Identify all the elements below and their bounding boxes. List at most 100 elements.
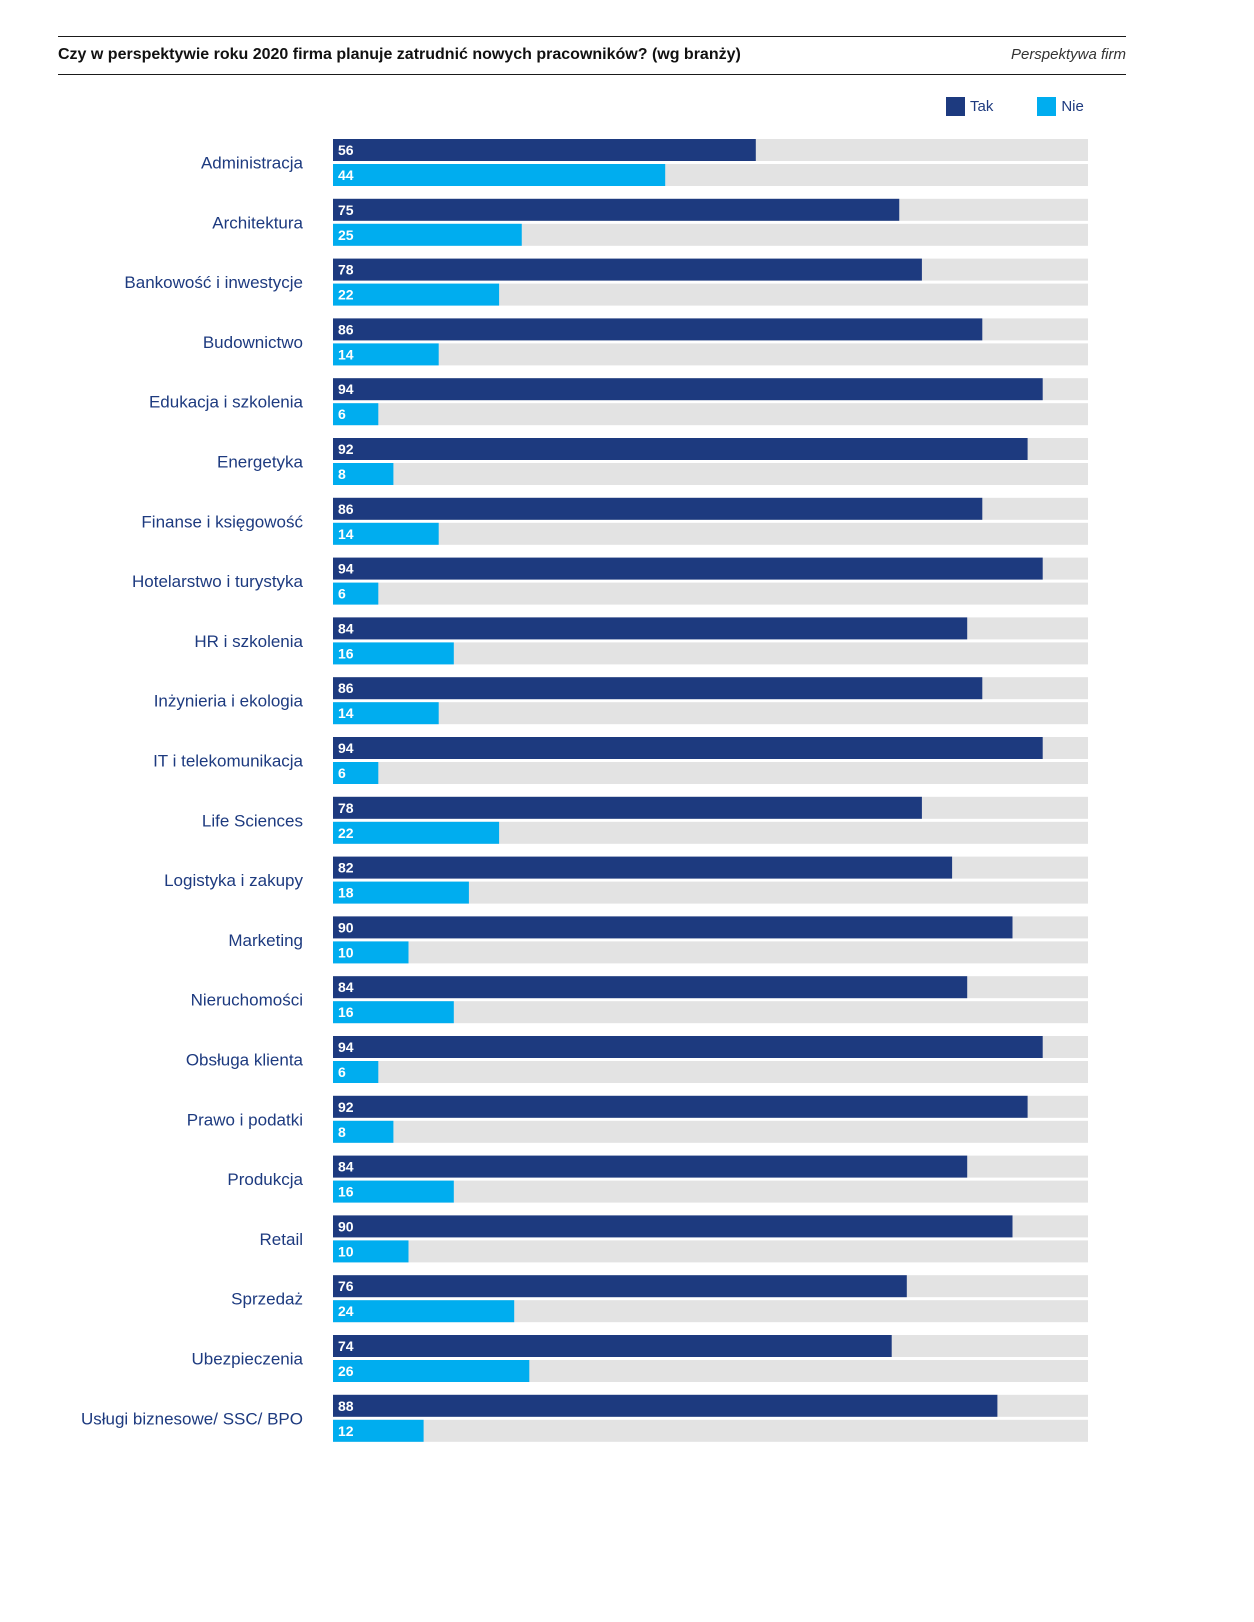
bar-tak xyxy=(333,1394,998,1417)
bar-nie xyxy=(333,1001,454,1024)
bar-nie xyxy=(333,1300,515,1323)
category-label: Marketing xyxy=(228,931,303,950)
category-label: Retail xyxy=(260,1230,303,1249)
bar-nie xyxy=(333,881,469,904)
value-label-nie: 16 xyxy=(338,645,354,661)
bar-nie xyxy=(333,403,379,426)
bar-nie xyxy=(333,522,439,545)
value-label-tak: 90 xyxy=(338,919,354,935)
bar-tak xyxy=(333,198,900,221)
category-label: Life Sciences xyxy=(202,811,303,830)
bar-track xyxy=(333,582,1088,605)
value-label-nie: 6 xyxy=(338,586,346,602)
bar-track xyxy=(333,1001,1088,1024)
legend-item-tak: Tak xyxy=(946,97,993,116)
bar-tak xyxy=(333,617,968,640)
value-label-tak: 94 xyxy=(338,561,354,577)
legend-swatch-nie xyxy=(1037,97,1057,116)
legend-swatch-tak xyxy=(946,97,965,116)
bar-tak xyxy=(333,1335,892,1357)
value-label-nie: 16 xyxy=(338,1184,354,1200)
value-label-tak: 78 xyxy=(338,800,354,816)
category-label: Energetyka xyxy=(217,453,304,472)
bar-tak xyxy=(333,856,953,879)
value-label-tak: 92 xyxy=(338,1099,354,1115)
section-label: Perspektywa firm xyxy=(1010,46,1126,63)
bar-tak xyxy=(333,1095,1028,1118)
bar-nie xyxy=(333,1419,424,1442)
value-label-tak: 94 xyxy=(338,381,354,397)
bar-track xyxy=(333,1180,1088,1203)
bar-track xyxy=(333,1300,1088,1323)
legend-label-tak: Tak xyxy=(970,98,994,115)
bar-track xyxy=(333,283,1088,306)
bar-tak xyxy=(333,557,1043,580)
value-label-tak: 90 xyxy=(338,1218,354,1234)
bar-nie xyxy=(333,1240,409,1263)
value-label-nie: 44 xyxy=(338,167,354,183)
bar-track xyxy=(333,762,1088,784)
category-label: Nieruchomości xyxy=(191,991,303,1010)
bar-tak xyxy=(333,497,983,520)
value-label-nie: 16 xyxy=(338,1004,354,1020)
bar-nie xyxy=(333,1061,379,1083)
value-label-nie: 6 xyxy=(338,406,346,422)
bar-tak xyxy=(333,139,756,161)
bar-tak xyxy=(333,1036,1043,1058)
value-label-nie: 8 xyxy=(338,1124,346,1140)
value-label-tak: 86 xyxy=(338,501,354,517)
value-label-nie: 25 xyxy=(338,227,354,243)
category-label: Obsługa klienta xyxy=(186,1051,304,1070)
value-label-tak: 82 xyxy=(338,860,354,876)
legend: Tak Nie xyxy=(946,97,1084,116)
category-label: Prawo i podatki xyxy=(187,1110,303,1129)
bar-tak xyxy=(333,916,1013,939)
bar-track xyxy=(333,463,1088,485)
chart-title: Czy w perspektywie roku 2020 firma planu… xyxy=(58,46,741,63)
bar-nie xyxy=(333,343,439,366)
header-rule xyxy=(58,74,1126,75)
bar-tak xyxy=(333,1155,968,1178)
value-label-nie: 26 xyxy=(338,1363,354,1379)
category-label: Sprzedaż xyxy=(231,1290,303,1309)
value-label-nie: 12 xyxy=(338,1423,354,1439)
value-label-tak: 86 xyxy=(338,680,354,696)
category-label: Bankowość i inwestycje xyxy=(124,273,303,292)
bar-tak xyxy=(333,976,968,999)
value-label-nie: 24 xyxy=(338,1303,354,1319)
value-label-nie: 8 xyxy=(338,466,346,482)
bar-track xyxy=(333,522,1088,545)
bar-tak xyxy=(333,796,922,819)
bar-tak xyxy=(333,737,1043,759)
value-label-nie: 14 xyxy=(338,526,354,542)
bar-tak xyxy=(333,258,922,281)
value-label-tak: 84 xyxy=(338,979,354,995)
bar-nie xyxy=(333,702,439,725)
value-label-tak: 94 xyxy=(338,740,354,756)
bar-nie xyxy=(333,164,666,186)
category-label: Finanse i księgowość xyxy=(141,512,303,531)
value-label-tak: 78 xyxy=(338,262,354,278)
bar-track xyxy=(333,403,1088,426)
bar-nie xyxy=(333,1360,530,1382)
category-label: Budownictwo xyxy=(203,333,303,352)
category-label: Architektura xyxy=(212,213,303,232)
bar-track xyxy=(333,821,1088,844)
value-label-tak: 88 xyxy=(338,1398,354,1414)
value-label-nie: 14 xyxy=(338,705,354,721)
category-label: Produkcja xyxy=(227,1170,303,1189)
bar-nie xyxy=(333,941,409,964)
bar-tak xyxy=(333,438,1028,460)
bar-track xyxy=(333,1120,1088,1143)
bar-nie xyxy=(333,642,454,665)
value-label-tak: 92 xyxy=(338,441,354,457)
category-label: Ubezpieczenia xyxy=(191,1350,303,1369)
bar-nie xyxy=(333,283,500,306)
category-label: Inżynieria i ekologia xyxy=(154,692,304,711)
category-label: Edukacja i szkolenia xyxy=(149,393,304,412)
bar-track xyxy=(333,1061,1088,1083)
legend-label-nie: Nie xyxy=(1061,98,1084,115)
category-label: Hotelarstwo i turystyka xyxy=(132,572,304,591)
bar-tak xyxy=(333,1275,907,1298)
